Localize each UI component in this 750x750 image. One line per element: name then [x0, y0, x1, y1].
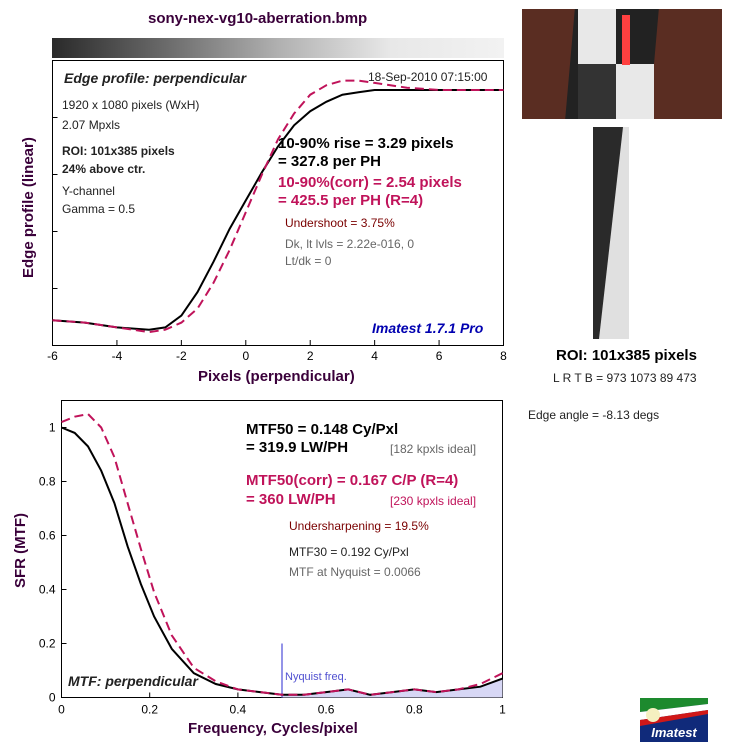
edge-corrected-line: [52, 79, 504, 334]
edge-rise-corr-ph: = 425.5 per PH (R=4): [278, 192, 424, 209]
roi-thumbnail: [522, 9, 722, 119]
edge-grid: [52, 60, 58, 346]
mtf-y-tick-label: 0.2: [39, 637, 56, 651]
mtf-x-tick-label: 0: [58, 703, 65, 717]
edge-x-tick-label: -4: [112, 349, 123, 363]
mtf-x-tick-label: 0.2: [141, 703, 158, 717]
edge-heading: Edge profile: perpendicular: [64, 70, 247, 86]
chart-square-3: [578, 64, 616, 119]
mtf-y-tick-label: 0.8: [39, 475, 56, 489]
mtf-y-tick-label: 0.4: [39, 583, 56, 597]
chart-square-2: [616, 64, 654, 119]
window-title: sony-nex-vg10-aberration.bmp: [148, 10, 368, 27]
mtf50: MTF50 = 0.148 Cy/Pxl: [246, 421, 399, 438]
edge-roi-1: ROI: 101x385 pixels: [62, 144, 175, 158]
edge-x-ticks: -6 -4 -2 0 2 4 6 8: [47, 340, 507, 363]
roi-panel-title: ROI: 101x385 pixels: [556, 347, 697, 364]
mtf50-corr-lw: = 360 LW/PH: [246, 491, 336, 508]
edge-x-tick-label: 2: [307, 349, 314, 363]
logo-text: Imatest: [651, 725, 697, 740]
mtf-nyquist: MTF at Nyquist = 0.0066: [289, 565, 421, 579]
edge-lt-dk: Lt/dk = 0: [285, 254, 332, 268]
roi-marker: [622, 15, 630, 65]
roi-coords: L R T B = 973 1073 89 473: [553, 371, 697, 385]
ideal-2: [230 kpxls ideal]: [390, 494, 477, 508]
mtf-y-label: SFR (MTF): [12, 513, 29, 588]
mtf30: MTF30 = 0.192 Cy/Pxl: [289, 545, 409, 559]
mtf-corrected-line: [61, 412, 503, 696]
chart-square-1: [578, 9, 616, 64]
mtf-x-tick-label: 1: [499, 703, 506, 717]
undersharpening: Undersharpening = 19.5%: [289, 519, 429, 533]
edge-angle: Edge angle = -8.13 degs: [528, 408, 660, 422]
edge-dk-lt: Dk, lt lvls = 2.22e-016, 0: [285, 237, 415, 251]
mtf-x-label: Frequency, Cycles/pixel: [188, 720, 358, 737]
edge-gamma: Gamma = 0.5: [62, 202, 136, 216]
nyquist-label: Nyquist freq.: [285, 671, 347, 683]
edge-x-tick-label: 4: [371, 349, 378, 363]
roi-crop: [593, 127, 629, 339]
edge-y-label: Edge profile (linear): [20, 137, 37, 278]
edge-undershoot: Undershoot = 3.75%: [285, 216, 395, 230]
mtf-heading: MTF: perpendicular: [68, 673, 198, 689]
mtf-ticks: 0 0.2 0.4 0.6 0.8 1 0 0.2 0.4 0.6 0.8 1: [39, 421, 506, 717]
edge-x-tick-label: -2: [176, 349, 187, 363]
imatest-version: Imatest 1.7.1 Pro: [372, 320, 484, 336]
mtf-x-tick-label: 0.6: [318, 703, 335, 717]
mtf-x-tick-label: 0.8: [406, 703, 423, 717]
mtf50-lw: = 319.9 LW/PH: [246, 439, 349, 456]
mtf-y-tick-label: 0.6: [39, 529, 56, 543]
edge-rise-corr: 10-90%(corr) = 2.54 pixels: [278, 174, 462, 191]
edge-rise-ph: = 327.8 per PH: [278, 153, 381, 170]
mtf-y-tick-label: 1: [49, 421, 56, 435]
mtf-beyond-nyquist-fill: [282, 678, 503, 698]
edge-x-tick-label: 0: [242, 349, 249, 363]
edge-x-label: Pixels (perpendicular): [198, 368, 355, 385]
edge-info-2: 2.07 Mpxls: [62, 118, 121, 132]
mtf-y-tick-label: 0: [49, 691, 56, 705]
grayscale-strip: [52, 38, 504, 58]
edge-channel: Y-channel: [62, 184, 115, 198]
edge-roi-2: 24% above ctr.: [62, 162, 146, 176]
imatest-logo: Imatest: [640, 698, 708, 742]
edge-x-tick-label: 6: [436, 349, 443, 363]
edge-x-tick-label: -6: [47, 349, 58, 363]
edge-plot-frame: [52, 60, 504, 346]
edge-rise: 10-90% rise = 3.29 pixels: [278, 135, 454, 152]
edge-raw-line: [52, 89, 504, 331]
edge-info-1: 1920 x 1080 pixels (WxH): [62, 98, 200, 112]
ideal-1: [182 kpxls ideal]: [390, 442, 477, 456]
mtf-x-tick-label: 0.4: [230, 703, 247, 717]
edge-timestamp: 18-Sep-2010 07:15:00: [368, 70, 488, 84]
mtf50-corr: MTF50(corr) = 0.167 C/P (R=4): [246, 472, 459, 489]
edge-x-tick-label: 8: [500, 349, 507, 363]
